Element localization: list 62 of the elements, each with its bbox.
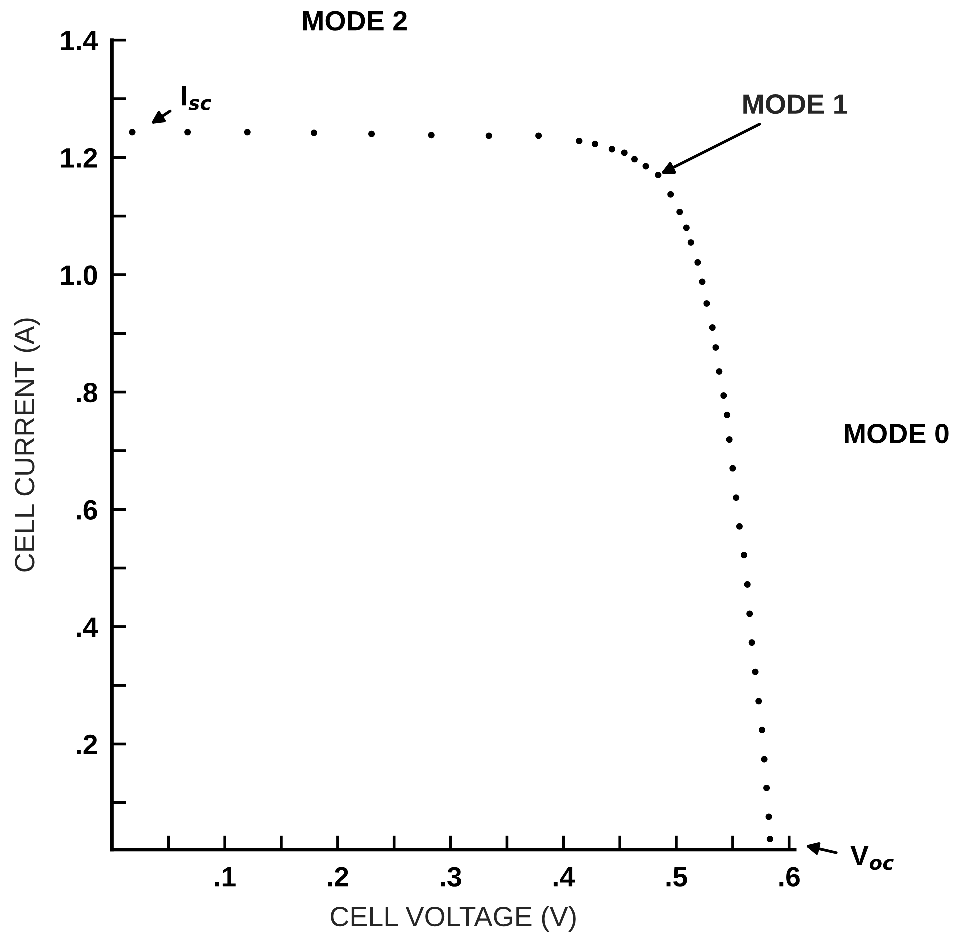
point — [244, 129, 251, 136]
point — [724, 412, 731, 418]
point — [761, 756, 768, 763]
point — [726, 436, 733, 444]
point — [752, 668, 759, 676]
point — [129, 129, 136, 136]
point — [642, 163, 650, 170]
y-tick-label: .2 — [77, 734, 98, 754]
y-tick-label: .8 — [77, 382, 98, 403]
y-tick-label: 1.2 — [61, 148, 98, 168]
point — [536, 132, 542, 140]
point — [184, 129, 192, 136]
y-tick-label: .4 — [77, 618, 98, 637]
point — [608, 146, 616, 153]
y-axis-title: CELL CURRENT (A) — [14, 318, 40, 572]
point — [704, 300, 710, 307]
point — [688, 239, 694, 246]
point — [730, 465, 736, 472]
text: MODE 0 — [845, 424, 949, 444]
point — [764, 784, 770, 792]
point — [716, 368, 723, 376]
point — [368, 130, 376, 138]
point — [428, 132, 435, 139]
point — [720, 392, 728, 400]
annotation: MODE 1 — [744, 94, 848, 114]
y-tick-label: 1.4 — [61, 31, 98, 50]
point — [576, 138, 583, 144]
point — [736, 523, 743, 530]
point — [676, 208, 684, 216]
x-tick-label: .3 — [441, 867, 462, 887]
text: V$_{oc}$ — [850, 846, 894, 870]
text: MODE 2 — [303, 11, 407, 31]
y-tick-label: 1.0 — [61, 266, 98, 286]
point — [766, 836, 774, 843]
point — [748, 640, 756, 646]
x-tick-label: .5 — [666, 868, 688, 887]
x-tick-label: .1 — [215, 868, 236, 887]
x-tick-label: .6 — [780, 867, 800, 887]
point — [744, 581, 751, 588]
point — [621, 150, 628, 156]
point — [655, 172, 662, 179]
point — [683, 224, 690, 232]
point — [631, 156, 638, 163]
point — [746, 610, 754, 618]
point — [694, 259, 702, 266]
point — [699, 278, 706, 286]
point — [756, 698, 762, 705]
point — [759, 726, 766, 734]
point — [740, 552, 748, 559]
point — [766, 814, 772, 820]
y-tick-label: .6 — [77, 500, 98, 520]
point — [668, 191, 674, 198]
x-tick-label: .4 — [554, 868, 576, 887]
point — [592, 140, 599, 148]
point — [486, 132, 492, 140]
point — [310, 130, 318, 136]
point — [712, 344, 720, 351]
x-axis-title: CELL VOLTAGE (V) — [331, 906, 576, 932]
point — [709, 324, 716, 332]
x-tick-label: .2 — [328, 867, 348, 887]
annotation: I$_{sc}$ — [182, 86, 212, 110]
point — [733, 494, 740, 502]
